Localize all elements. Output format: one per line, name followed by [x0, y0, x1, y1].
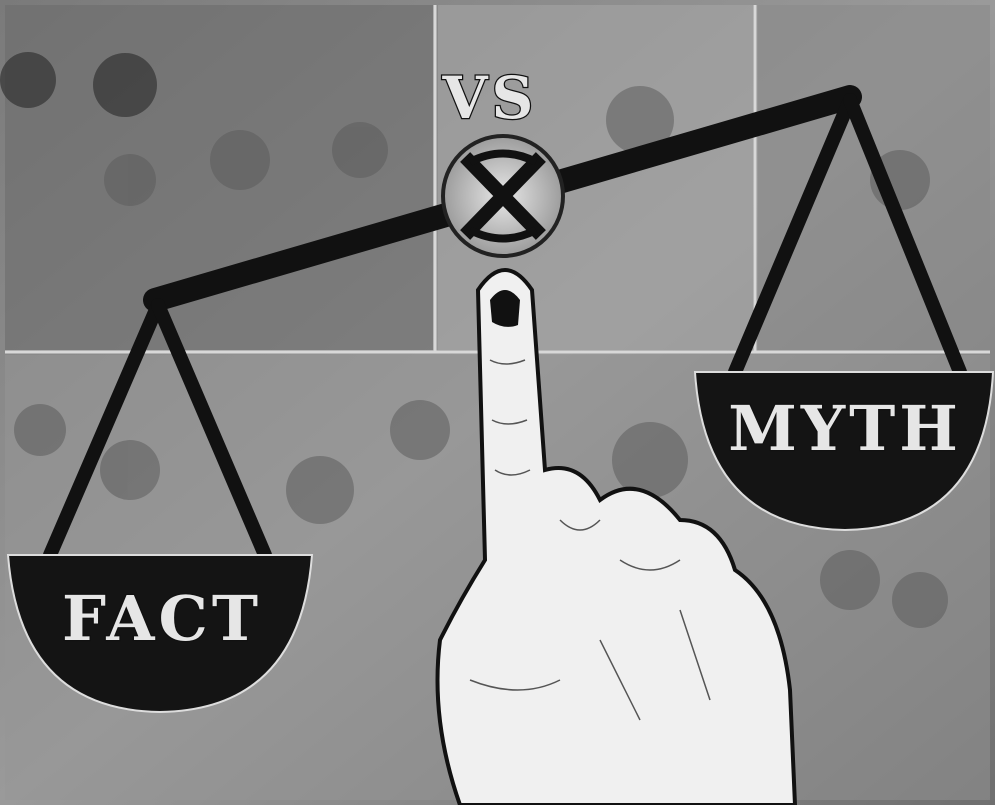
- illustration: VS FACT MYTH: [0, 0, 995, 805]
- fact-label: FACT: [62, 582, 262, 655]
- myth-label: MYTH: [728, 392, 962, 465]
- vs-label: VS: [442, 64, 538, 132]
- ballot-symbol: [443, 136, 563, 256]
